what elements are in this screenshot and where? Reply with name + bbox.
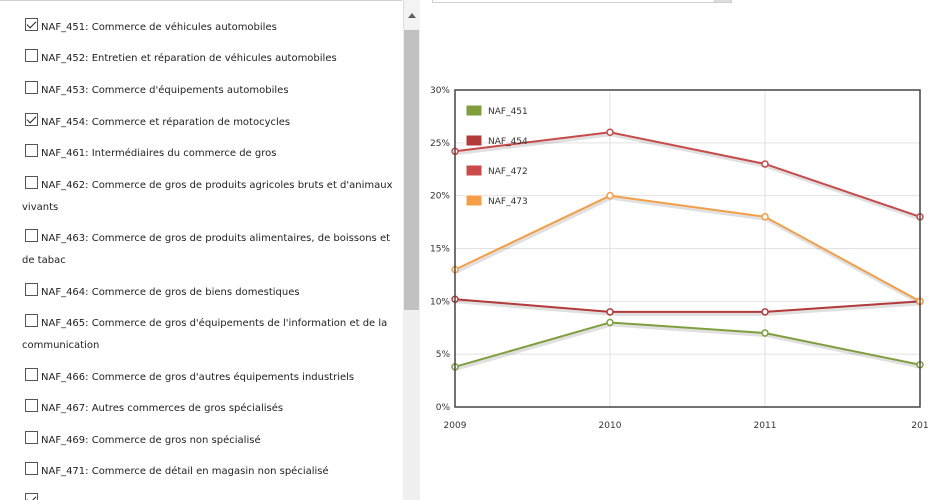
legend-label: NAF_472 (488, 167, 528, 177)
list-item-label: NAF_469: Commerce de gros non spécialisé (41, 435, 261, 446)
list-item[interactable]: NAF_463: Commerce de gros de produits al… (22, 228, 394, 272)
x-tick-label: 2011 (754, 421, 777, 431)
list-item-label: NAF_465: Commerce de gros d'équipements … (22, 318, 388, 351)
chevron-down-icon[interactable] (714, 0, 731, 2)
list-item[interactable]: NAF_471: Commerce de détail en magasin n… (22, 461, 394, 483)
checkbox[interactable] (25, 283, 38, 296)
list-item[interactable]: NAF_452: Entretien et réparation de véhi… (22, 48, 394, 70)
list-item[interactable]: NAF_466: Commerce de gros d'autres équip… (22, 367, 394, 389)
list-item[interactable] (22, 492, 394, 500)
y-tick-label: 5% (436, 350, 451, 360)
checkbox[interactable] (25, 368, 38, 381)
y-tick-label: 20% (430, 192, 450, 202)
scrollbar-thumb[interactable] (404, 30, 419, 310)
line-chart-svg: 0% 5% 10% 15% 20% 25% 30% 2009 2010 2011 201 NAF_45… (430, 86, 929, 431)
line-chart: 0% 5% 10% 15% 20% 25% 30% 2009 2010 2011 201 NAF_45… (424, 80, 934, 440)
data-point (606, 318, 614, 327)
filter-list-panel: NAF_451: Commerce de véhicules automobil… (0, 0, 420, 500)
series-line-shadow (455, 299, 922, 316)
checkbox[interactable] (25, 113, 38, 126)
list-item-label: NAF_462: Commerce de gros de produits ag… (22, 180, 393, 213)
series-line (454, 298, 921, 313)
checkbox[interactable] (25, 399, 38, 412)
checkbox[interactable] (25, 18, 38, 31)
list-item-label: NAF_453: Commerce d'équipements automobi… (41, 85, 289, 96)
data-point (761, 160, 769, 168)
legend-swatch (465, 164, 483, 177)
data-point (606, 308, 614, 316)
list-item[interactable]: NAF_462: Commerce de gros de produits ag… (22, 175, 394, 219)
checkbox[interactable] (25, 176, 38, 189)
checkbox[interactable] (25, 314, 38, 327)
y-tick-label: 10% (430, 297, 450, 307)
legend-label: NAF_473 (488, 197, 528, 207)
y-tick-label: 25% (430, 139, 450, 149)
checkbox[interactable] (25, 462, 38, 475)
series-line (454, 321, 921, 368)
data-point (606, 191, 614, 200)
list-item[interactable]: NAF_453: Commerce d'équipements automobi… (22, 80, 394, 102)
list-item[interactable]: NAF_465: Commerce de gros d'équipements … (22, 313, 394, 357)
y-tick-label: 30% (430, 86, 450, 96)
list-item-label: NAF_454: Commerce et réparation de motoc… (41, 117, 291, 128)
x-tick-label: 2009 (444, 421, 467, 431)
checkbox[interactable] (25, 81, 38, 94)
plot-border (454, 89, 921, 408)
x-tick-label: 2010 (599, 421, 622, 431)
data-point (606, 128, 614, 137)
list-item[interactable]: NAF_464: Commerce de gros de biens domes… (22, 282, 394, 304)
legend-label: NAF_451 (488, 107, 528, 117)
checkbox[interactable] (25, 493, 38, 500)
legend-label: NAF_454 (488, 137, 528, 147)
series-line (454, 194, 921, 303)
list-item-label: NAF_466: Commerce de gros d'autres équip… (41, 372, 355, 383)
x-tick-label: 201 (911, 421, 928, 431)
list-item-label: NAF_471: Commerce de détail en magasin n… (41, 466, 329, 477)
list-item[interactable]: NAF_454: Commerce et réparation de motoc… (22, 112, 394, 134)
list-item[interactable]: NAF_469: Commerce de gros non spécialisé (22, 430, 394, 452)
checkbox[interactable] (25, 431, 38, 444)
data-point (761, 213, 769, 221)
series-line-shadow (455, 132, 922, 221)
series-line-shadow (455, 195, 922, 306)
checkbox[interactable] (25, 144, 38, 157)
list-item-label: NAF_461: Intermédiaires du commerce de g… (41, 148, 277, 159)
y-tick-label: 15% (430, 245, 450, 255)
list-item-label: NAF_451: Commerce de véhicules automobil… (41, 22, 277, 33)
series-line-shadow (455, 322, 922, 371)
checkbox[interactable] (25, 49, 38, 62)
list-item-label: NAF_464: Commerce de gros de biens domes… (41, 287, 300, 298)
list-item[interactable]: NAF_451: Commerce de véhicules automobil… (22, 17, 394, 39)
list-item-label: NAF_452: Entretien et réparation de véhi… (41, 53, 337, 64)
legend-swatch (465, 104, 483, 117)
list-top-border (0, 0, 402, 1)
checkbox[interactable] (25, 229, 38, 242)
legend-swatch (465, 134, 483, 147)
legend-swatch (465, 194, 483, 207)
list-item[interactable]: NAF_467: Autres commerces de gros spécia… (22, 398, 394, 420)
list-item-label: NAF_463: Commerce de gros de produits al… (22, 233, 391, 266)
list-item[interactable]: NAF_461: Intermédiaires du commerce de g… (22, 143, 394, 165)
data-point (761, 308, 769, 316)
y-tick-label: 0% (436, 403, 451, 413)
data-point (761, 329, 769, 337)
series-select-dropdown[interactable] (432, 0, 732, 3)
series-line (454, 131, 921, 218)
list-item-label: NAF_467: Autres commerces de gros spécia… (41, 403, 284, 414)
list-scrollbar[interactable] (403, 0, 420, 500)
scroll-up-arrow-icon[interactable] (403, 0, 420, 29)
